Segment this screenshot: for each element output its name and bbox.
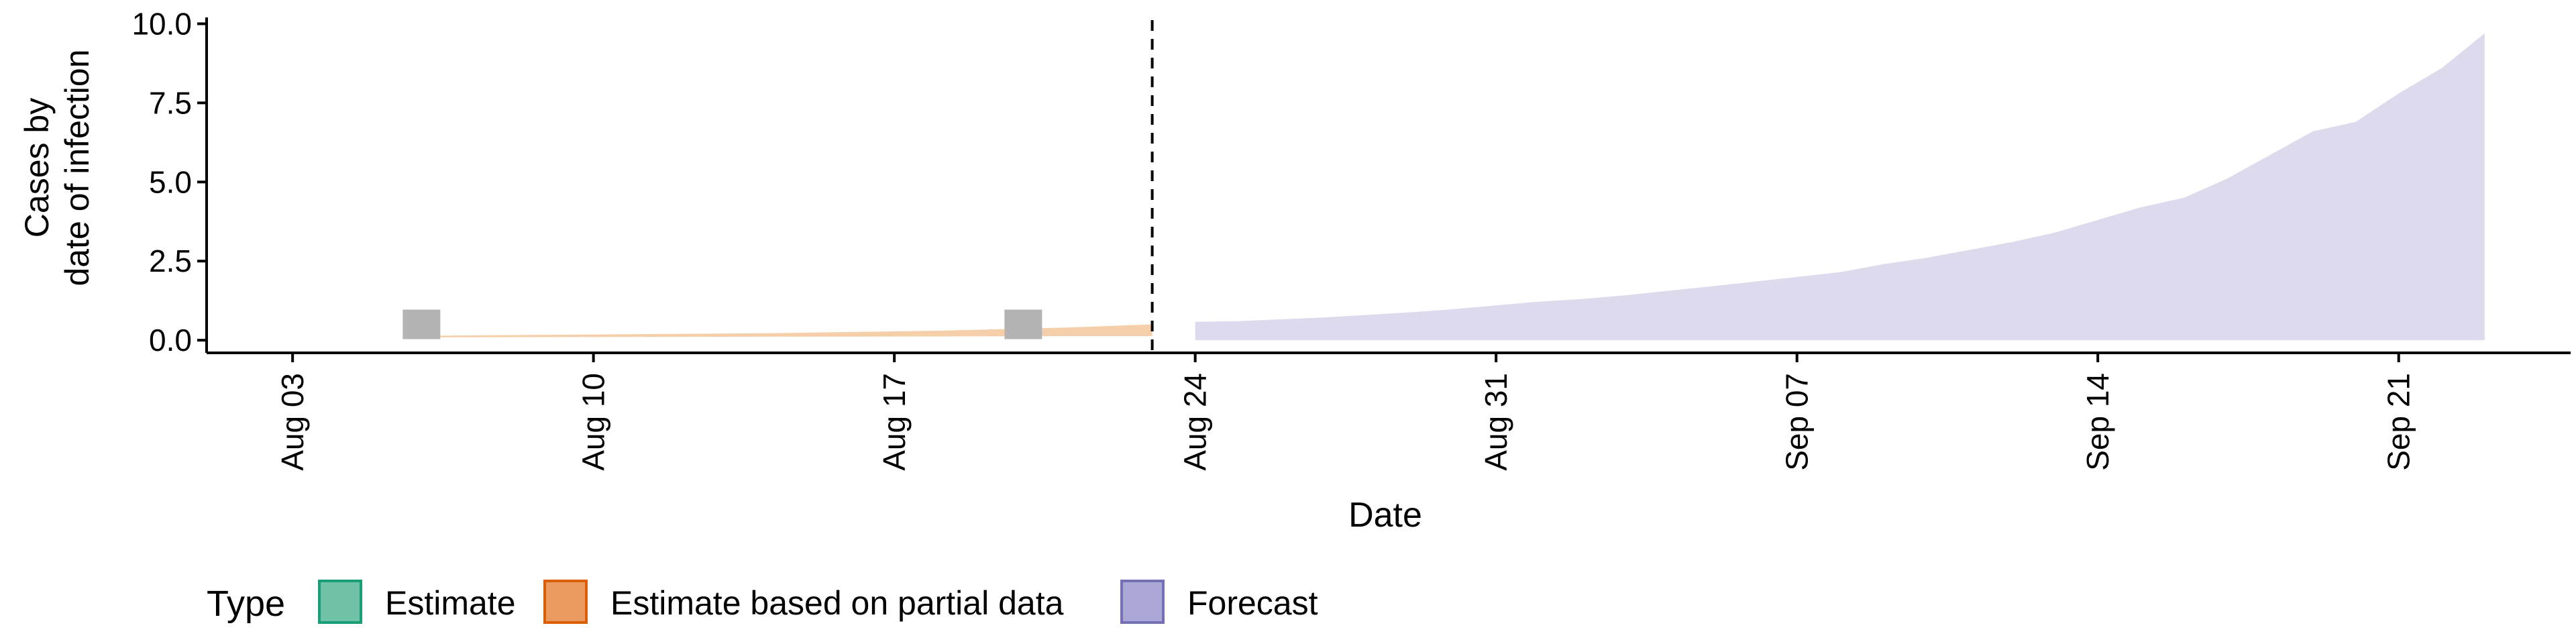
x-tick-label: Aug 24 xyxy=(1178,373,1213,471)
x-tick-label: Sep 07 xyxy=(1780,373,1815,471)
x-tick-label: Aug 03 xyxy=(275,373,310,471)
x-tick-label: Aug 17 xyxy=(877,373,912,471)
plot-area xyxy=(402,20,2485,353)
data-point-1 xyxy=(402,309,441,339)
y-tick-label: 0.0 xyxy=(149,323,192,358)
x-tick-label: Aug 10 xyxy=(576,373,611,471)
legend-swatch-2 xyxy=(543,580,588,624)
axes: 0.0 2.5 5.0 7.5 10.0 Aug 03 Aug 10 Aug 17 Aug 24… xyxy=(131,6,2571,471)
x-axis-title: Date xyxy=(1348,496,1422,535)
x-tick-label: Sep 14 xyxy=(2080,373,2115,471)
y-tick-label: 7.5 xyxy=(149,85,192,120)
x-tick-label: Aug 31 xyxy=(1479,373,1513,471)
y-tick-label: 5.0 xyxy=(149,164,192,199)
y-axis-title-line2: date of infection xyxy=(58,49,96,286)
legend-swatch-1 xyxy=(318,580,362,624)
x-tick-label: Sep 21 xyxy=(2381,373,2416,471)
y-tick-label: 10.0 xyxy=(131,6,192,41)
data-point-2 xyxy=(1004,309,1042,339)
legend-label-2: Estimate based on partial data xyxy=(610,584,1064,622)
legend-swatch-3 xyxy=(1120,580,1165,624)
legend: Type Estimate Estimate based on partial d… xyxy=(207,580,1318,624)
y-axis-title-line1: Cases by xyxy=(18,98,56,237)
y-tick-label: 2.5 xyxy=(149,244,192,278)
legend-title: Type xyxy=(207,584,285,624)
series-band-forecast xyxy=(1195,33,2485,341)
series-band-estimate-based-on-partial-data xyxy=(421,324,1152,337)
legend-label-3: Forecast xyxy=(1187,584,1318,622)
legend-label-1: Estimate xyxy=(385,584,516,622)
